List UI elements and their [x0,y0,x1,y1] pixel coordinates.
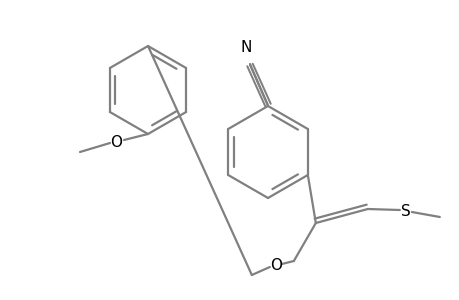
Text: S: S [400,203,410,218]
Text: N: N [240,40,251,55]
Text: O: O [269,257,281,272]
Text: O: O [110,134,122,149]
